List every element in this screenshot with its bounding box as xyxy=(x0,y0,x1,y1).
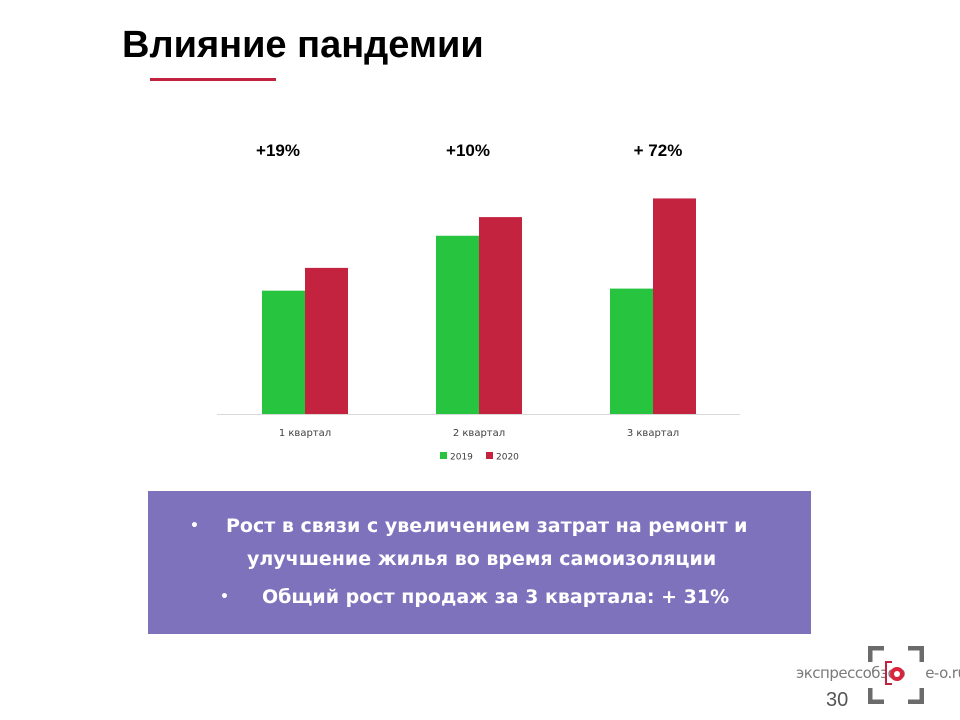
bullet-dot: • xyxy=(190,518,199,534)
info-box: • Рост в связи с увеличением затрат на р… xyxy=(148,491,811,634)
legend-label-2019: 2019 xyxy=(450,453,473,463)
bar-2019-q1 xyxy=(262,290,305,414)
growth-label-q3: + 72% xyxy=(633,141,683,160)
bullet-1-line-1: Рост в связи с увеличением затрат на рем… xyxy=(226,515,748,537)
x-tick-label-q3: 3 квартал xyxy=(627,428,679,439)
bar-2020-q1 xyxy=(305,267,348,414)
bullet-1-line-2: улучшение жилья во время самоизоляции xyxy=(247,548,717,570)
bullet-dot: • xyxy=(220,589,229,605)
bar-chart: 1 квартал 2 квартал 3 квартал 2019 2020 xyxy=(217,198,740,463)
growth-label-q1: +19% xyxy=(256,141,300,160)
bar-2019-q3 xyxy=(610,288,653,414)
camera-frame-logo-icon xyxy=(868,646,924,704)
logo-dot-icon xyxy=(890,667,904,681)
x-tick-label-q2: 2 квартал xyxy=(453,428,505,439)
legend-label-2020: 2020 xyxy=(496,453,519,463)
legend-swatch-2019 xyxy=(440,452,447,459)
bar-2019-q2 xyxy=(436,235,479,414)
growth-label-q2: +10% xyxy=(446,141,490,160)
legend-swatch-2020 xyxy=(486,452,493,459)
slide-title: Влияние пандемии xyxy=(122,24,484,66)
title-underline xyxy=(150,78,276,81)
bar-2020-q3 xyxy=(653,198,696,414)
page-number: 30 xyxy=(826,689,849,711)
bar-2020-q2 xyxy=(479,217,522,414)
x-tick-label-q1: 1 квартал xyxy=(279,428,331,439)
bullet-2-line-1: Общий рост продаж за 3 квартала: + 31% xyxy=(262,586,730,608)
